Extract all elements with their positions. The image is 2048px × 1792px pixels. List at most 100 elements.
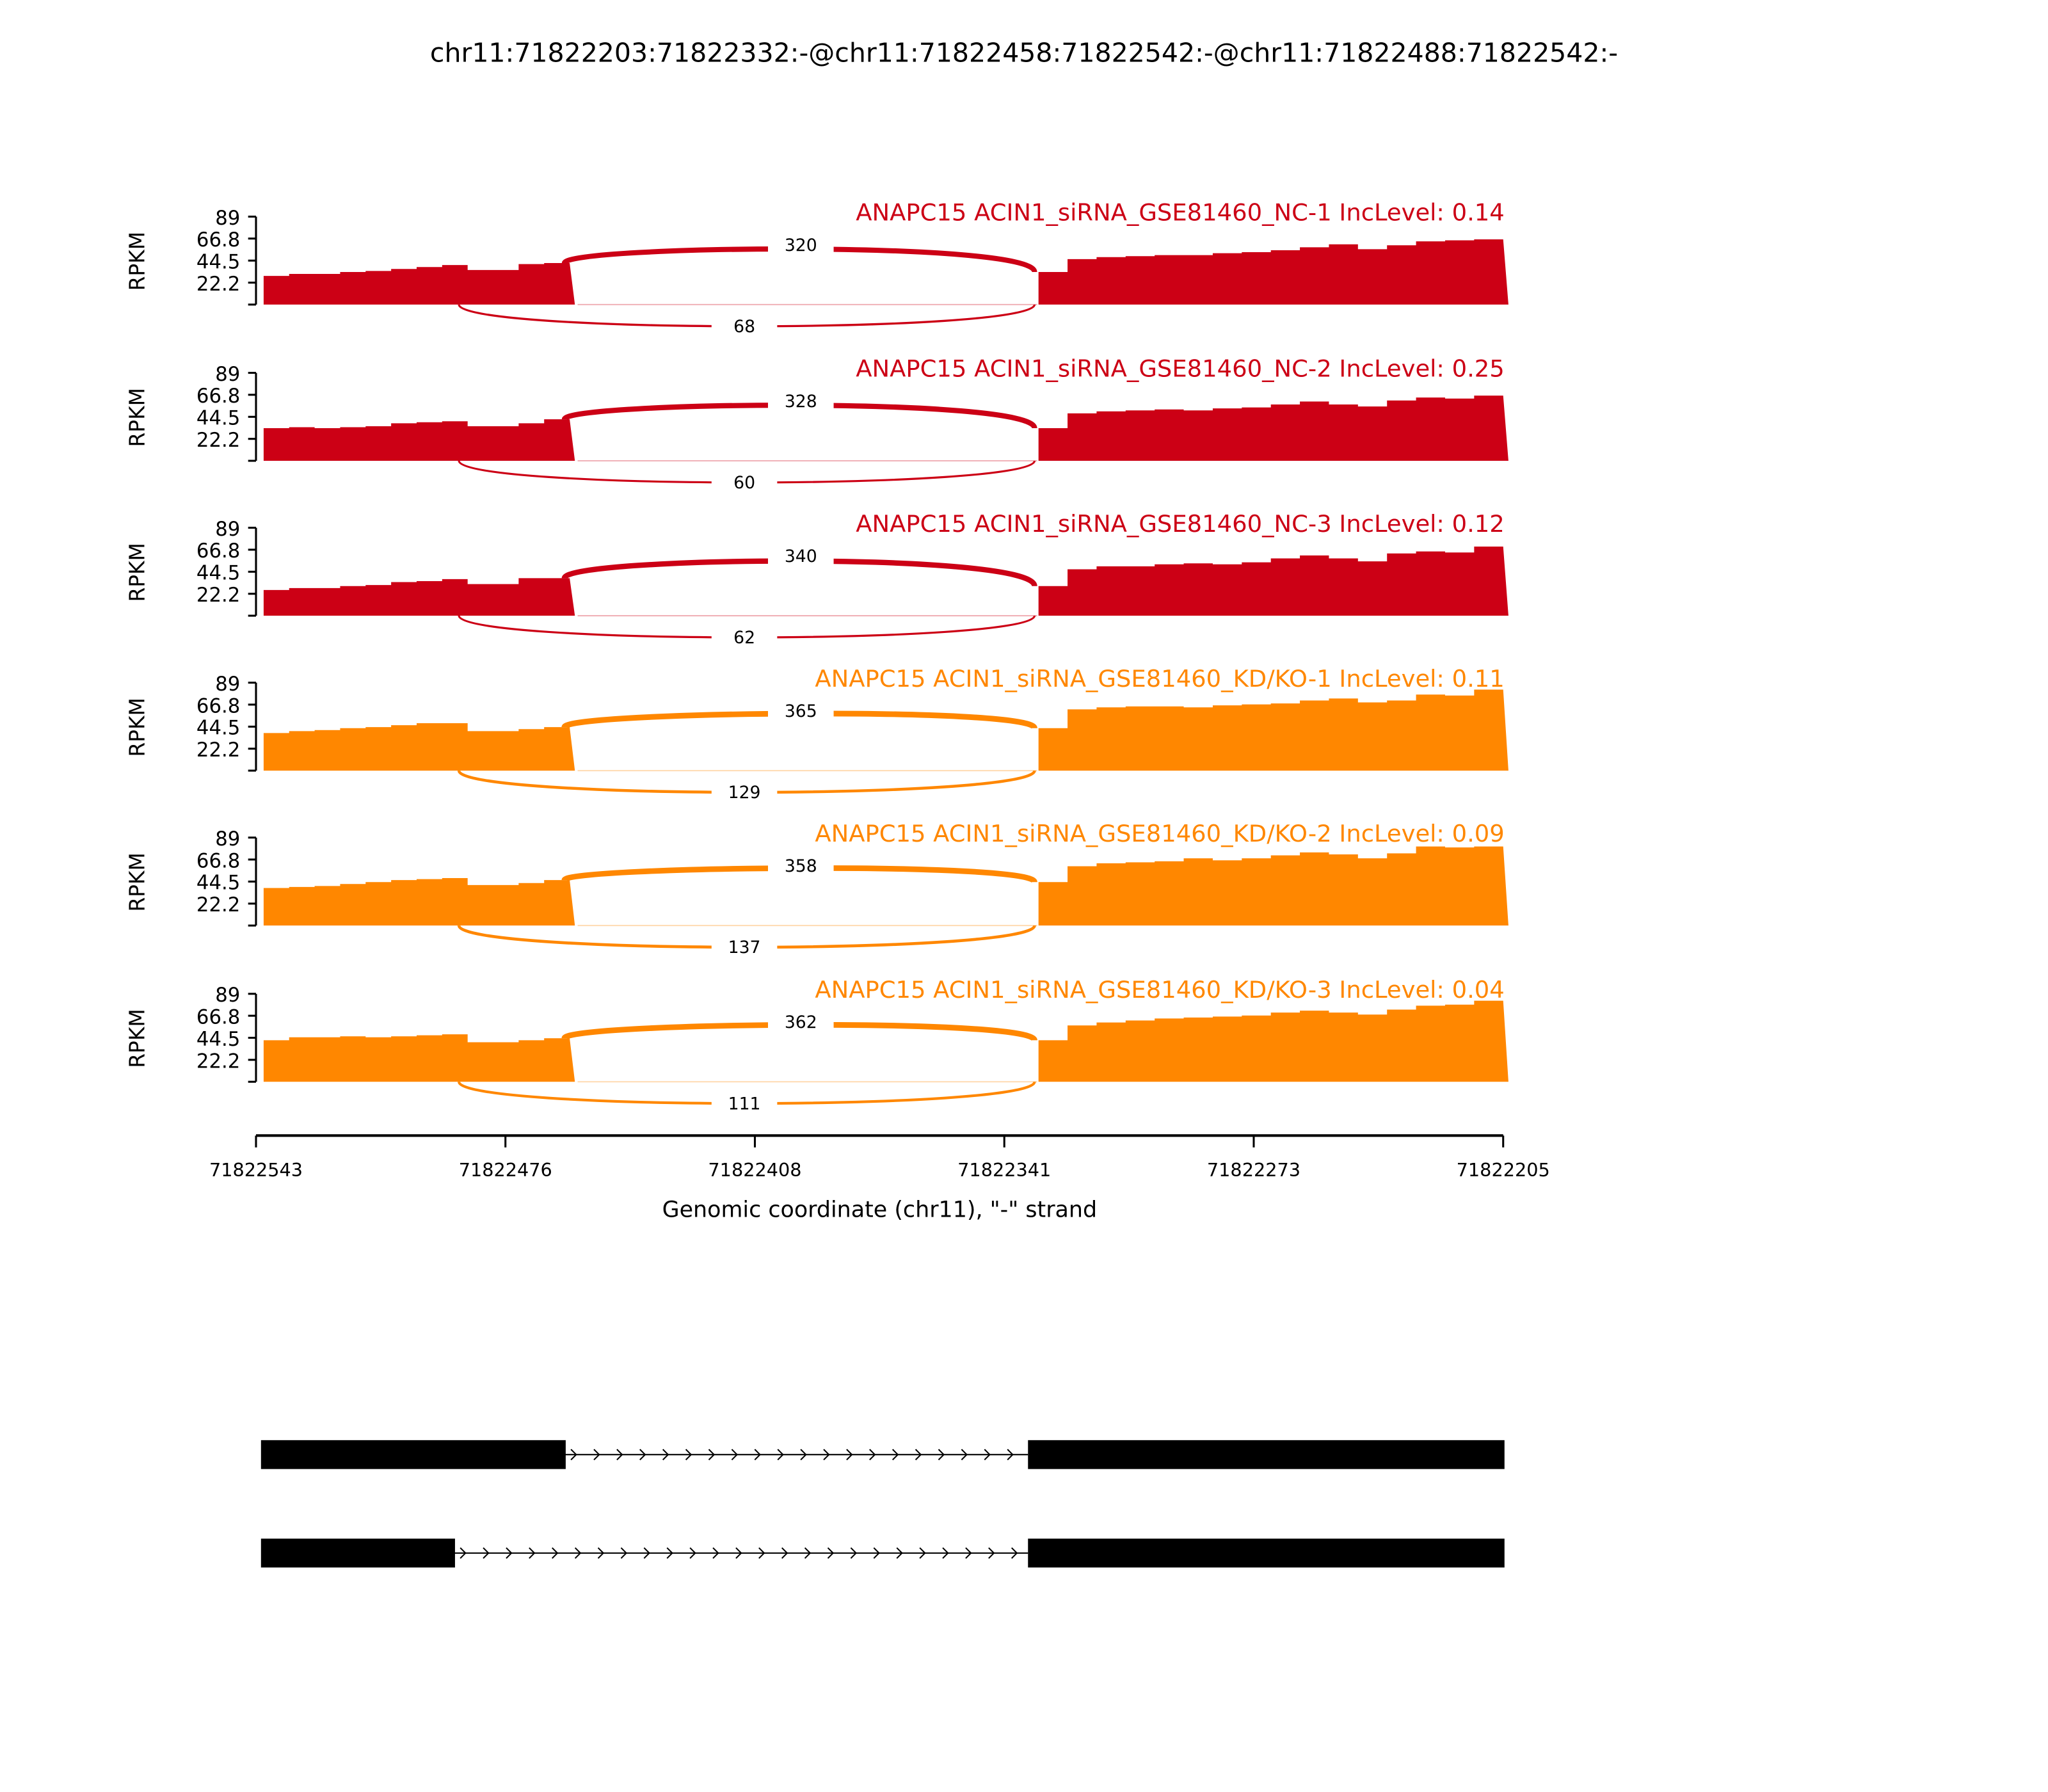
coverage-area bbox=[1038, 546, 1508, 616]
exon-block bbox=[260, 1440, 566, 1469]
strand-arrow-icon bbox=[758, 1547, 765, 1559]
strand-arrow-icon bbox=[915, 1448, 922, 1460]
sample-title: ANAPC15 ACIN1_siRNA_GSE81460_KD/KO-3 Inc… bbox=[815, 976, 1504, 1004]
coverage-area bbox=[1038, 689, 1508, 771]
strand-arrow-icon bbox=[988, 1547, 995, 1559]
skipping-count: 62 bbox=[733, 628, 755, 648]
coverage-area bbox=[263, 878, 575, 926]
coverage-area bbox=[1038, 1000, 1508, 1082]
count-label-bg bbox=[768, 697, 834, 721]
count-label-bg bbox=[711, 314, 778, 338]
coverage-area bbox=[1038, 396, 1508, 461]
strand-arrow-icon bbox=[942, 1547, 949, 1559]
strand-arrow-icon bbox=[666, 1547, 673, 1559]
strand-arrow-icon bbox=[823, 1448, 830, 1460]
sample-panel: 22.244.566.889 RPKM 358 137 ANAPC15 ACIN1_si… bbox=[125, 820, 1508, 959]
coverage-area bbox=[263, 419, 575, 461]
y-tick-label: 89 bbox=[215, 984, 240, 1007]
strand-arrow-icon bbox=[850, 1547, 858, 1559]
sample-panel: 22.244.566.889 RPKM 340 62 ANAPC15 ACIN1_siR… bbox=[125, 510, 1508, 649]
sample-title: ANAPC15 ACIN1_siRNA_GSE81460_KD/KO-2 Inc… bbox=[815, 820, 1504, 847]
transcript-model bbox=[260, 1440, 1505, 1469]
y-tick-label: 44.5 bbox=[196, 717, 240, 740]
y-tick-label: 66.8 bbox=[196, 1005, 240, 1028]
coverage-area bbox=[263, 1034, 575, 1082]
x-axis: 71822543 71822476 71822408 71822341 71822273… bbox=[209, 1134, 1550, 1181]
strand-arrow-icon bbox=[827, 1547, 835, 1559]
exon-block bbox=[260, 1539, 455, 1568]
strand-arrow-icon bbox=[552, 1547, 559, 1559]
strand-arrow-icon bbox=[616, 1448, 623, 1460]
strand-arrow-icon bbox=[754, 1448, 761, 1460]
y-tick-label: 22.2 bbox=[196, 1050, 240, 1073]
strand-arrow-icon bbox=[919, 1547, 926, 1559]
strand-arrow-icon bbox=[1011, 1547, 1018, 1559]
y-tick-label: 22.2 bbox=[196, 893, 240, 916]
strand-arrow-icon bbox=[712, 1547, 719, 1559]
count-label-bg bbox=[711, 625, 778, 649]
y-tick-label: 66.8 bbox=[196, 228, 240, 252]
y-tick-label: 22.2 bbox=[196, 584, 240, 607]
strand-arrow-icon bbox=[869, 1448, 876, 1460]
sample-title: ANAPC15 ACIN1_siRNA_GSE81460_NC-3 IncLev… bbox=[856, 510, 1504, 538]
strand-arrow-icon bbox=[965, 1547, 972, 1559]
strand-arrow-icon bbox=[984, 1448, 991, 1460]
transcript-model bbox=[260, 1539, 1505, 1568]
strand-arrow-icon bbox=[708, 1448, 716, 1460]
inclusion-count: 365 bbox=[785, 701, 817, 721]
strand-arrow-icon bbox=[639, 1448, 646, 1460]
strand-arrow-icon bbox=[961, 1448, 968, 1460]
strand-arrow-icon bbox=[483, 1547, 490, 1559]
strand-arrow-icon bbox=[597, 1547, 605, 1559]
skipping-count: 60 bbox=[733, 473, 755, 493]
strand-arrow-icon bbox=[593, 1448, 600, 1460]
strand-arrow-icon bbox=[735, 1547, 742, 1559]
inclusion-count: 362 bbox=[785, 1012, 817, 1032]
y-tick-label: 44.5 bbox=[196, 872, 240, 895]
strand-arrow-icon bbox=[643, 1547, 650, 1559]
coverage-area bbox=[1038, 239, 1508, 305]
x-tick-label: 71822341 bbox=[957, 1159, 1051, 1181]
skipping-count: 137 bbox=[728, 938, 761, 957]
sample-title: ANAPC15 ACIN1_siRNA_GSE81460_NC-2 IncLev… bbox=[856, 355, 1504, 383]
sample-panel: 22.244.566.889 RPKM 362 111 ANAPC15 ACIN1_si… bbox=[125, 976, 1508, 1115]
y-tick-label: 66.8 bbox=[196, 540, 240, 563]
coverage-area bbox=[263, 578, 575, 616]
count-label-bg bbox=[711, 1091, 778, 1115]
y-axis-label: RPKM bbox=[125, 232, 150, 291]
inclusion-count: 358 bbox=[785, 856, 817, 876]
x-axis-label: Genomic coordinate (chr11), "-" strand bbox=[662, 1197, 1098, 1223]
count-label-bg bbox=[711, 934, 778, 959]
count-label-bg bbox=[768, 852, 834, 876]
sample-title: ANAPC15 ACIN1_siRNA_GSE81460_NC-1 IncLev… bbox=[856, 199, 1504, 227]
count-label-bg bbox=[711, 470, 778, 494]
x-tick-label: 71822205 bbox=[1457, 1159, 1550, 1181]
y-axis-label: RPKM bbox=[125, 852, 150, 911]
y-tick-label: 44.5 bbox=[196, 1028, 240, 1051]
y-axis-label: RPKM bbox=[125, 1009, 150, 1068]
exon-block bbox=[1028, 1440, 1505, 1469]
gene-models bbox=[260, 1440, 1505, 1568]
y-tick-label: 44.5 bbox=[196, 250, 240, 273]
sample-panel: 22.244.566.889 RPKM 365 129 ANAPC15 ACIN1_si… bbox=[125, 665, 1508, 804]
strand-arrow-icon bbox=[846, 1448, 853, 1460]
sample-panel: 22.244.566.889 RPKM 320 68 ANAPC15 ACIN1_siR… bbox=[125, 199, 1508, 338]
strand-arrow-icon bbox=[662, 1448, 669, 1460]
x-tick-label: 71822476 bbox=[459, 1159, 552, 1181]
count-label-bg bbox=[768, 542, 834, 566]
count-label-bg bbox=[711, 780, 778, 804]
y-tick-label: 89 bbox=[215, 363, 240, 386]
x-tick-label: 71822273 bbox=[1207, 1159, 1300, 1181]
y-tick-label: 44.5 bbox=[196, 407, 240, 430]
y-tick-label: 89 bbox=[215, 673, 240, 696]
coverage-area bbox=[263, 723, 575, 771]
strand-arrow-icon bbox=[574, 1547, 582, 1559]
y-tick-label: 89 bbox=[215, 207, 240, 230]
inclusion-count: 320 bbox=[785, 236, 817, 255]
y-axis-label: RPKM bbox=[125, 388, 150, 447]
strand-arrow-icon bbox=[689, 1547, 696, 1559]
exon-block bbox=[1028, 1539, 1505, 1568]
strand-arrow-icon bbox=[506, 1547, 513, 1559]
sample-panel: 22.244.566.889 RPKM 328 60 ANAPC15 ACIN1_siR… bbox=[125, 355, 1508, 494]
strand-arrow-icon bbox=[731, 1448, 739, 1460]
